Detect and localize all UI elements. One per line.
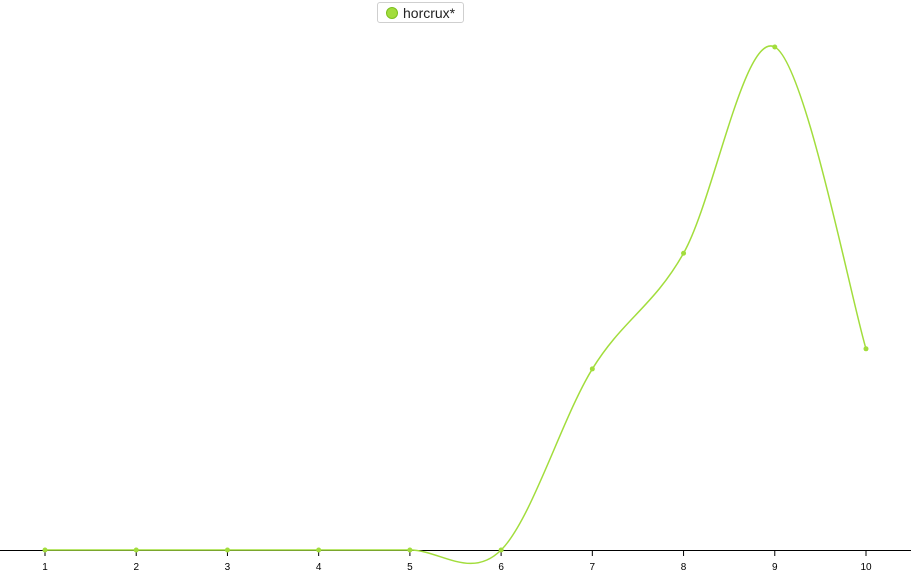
x-tick-label-3: 3 <box>225 562 231 573</box>
x-tick-label-6: 6 <box>498 562 504 573</box>
series-line-horcrux <box>44 45 867 565</box>
data-point-6[interactable] <box>498 547 504 553</box>
x-tick-label-7: 7 <box>590 562 596 573</box>
data-point-1[interactable] <box>42 547 48 553</box>
x-tick-label-8: 8 <box>681 562 687 573</box>
data-point-7[interactable] <box>589 366 595 372</box>
data-point-2[interactable] <box>133 547 139 553</box>
series-layer <box>42 44 869 565</box>
legend[interactable]: horcrux* <box>377 2 465 23</box>
x-tick-label-2: 2 <box>133 562 139 573</box>
x-tick-label-10: 10 <box>860 562 872 573</box>
x-tick-label-5: 5 <box>407 562 413 573</box>
legend-swatch-horcrux <box>386 6 398 19</box>
data-point-10[interactable] <box>863 346 869 352</box>
x-tick-label-9: 9 <box>772 562 778 573</box>
x-tick-label-4: 4 <box>316 562 322 573</box>
data-point-4[interactable] <box>316 547 322 553</box>
data-point-3[interactable] <box>224 547 230 553</box>
x-tick-label-1: 1 <box>42 562 48 573</box>
data-point-9[interactable] <box>772 44 778 50</box>
data-point-5[interactable] <box>407 547 413 553</box>
x-axis-tick-labels: 1 2 3 4 5 6 7 8 9 10 <box>42 562 872 573</box>
legend-label-horcrux: horcrux* <box>403 4 456 21</box>
data-point-8[interactable] <box>681 250 687 256</box>
